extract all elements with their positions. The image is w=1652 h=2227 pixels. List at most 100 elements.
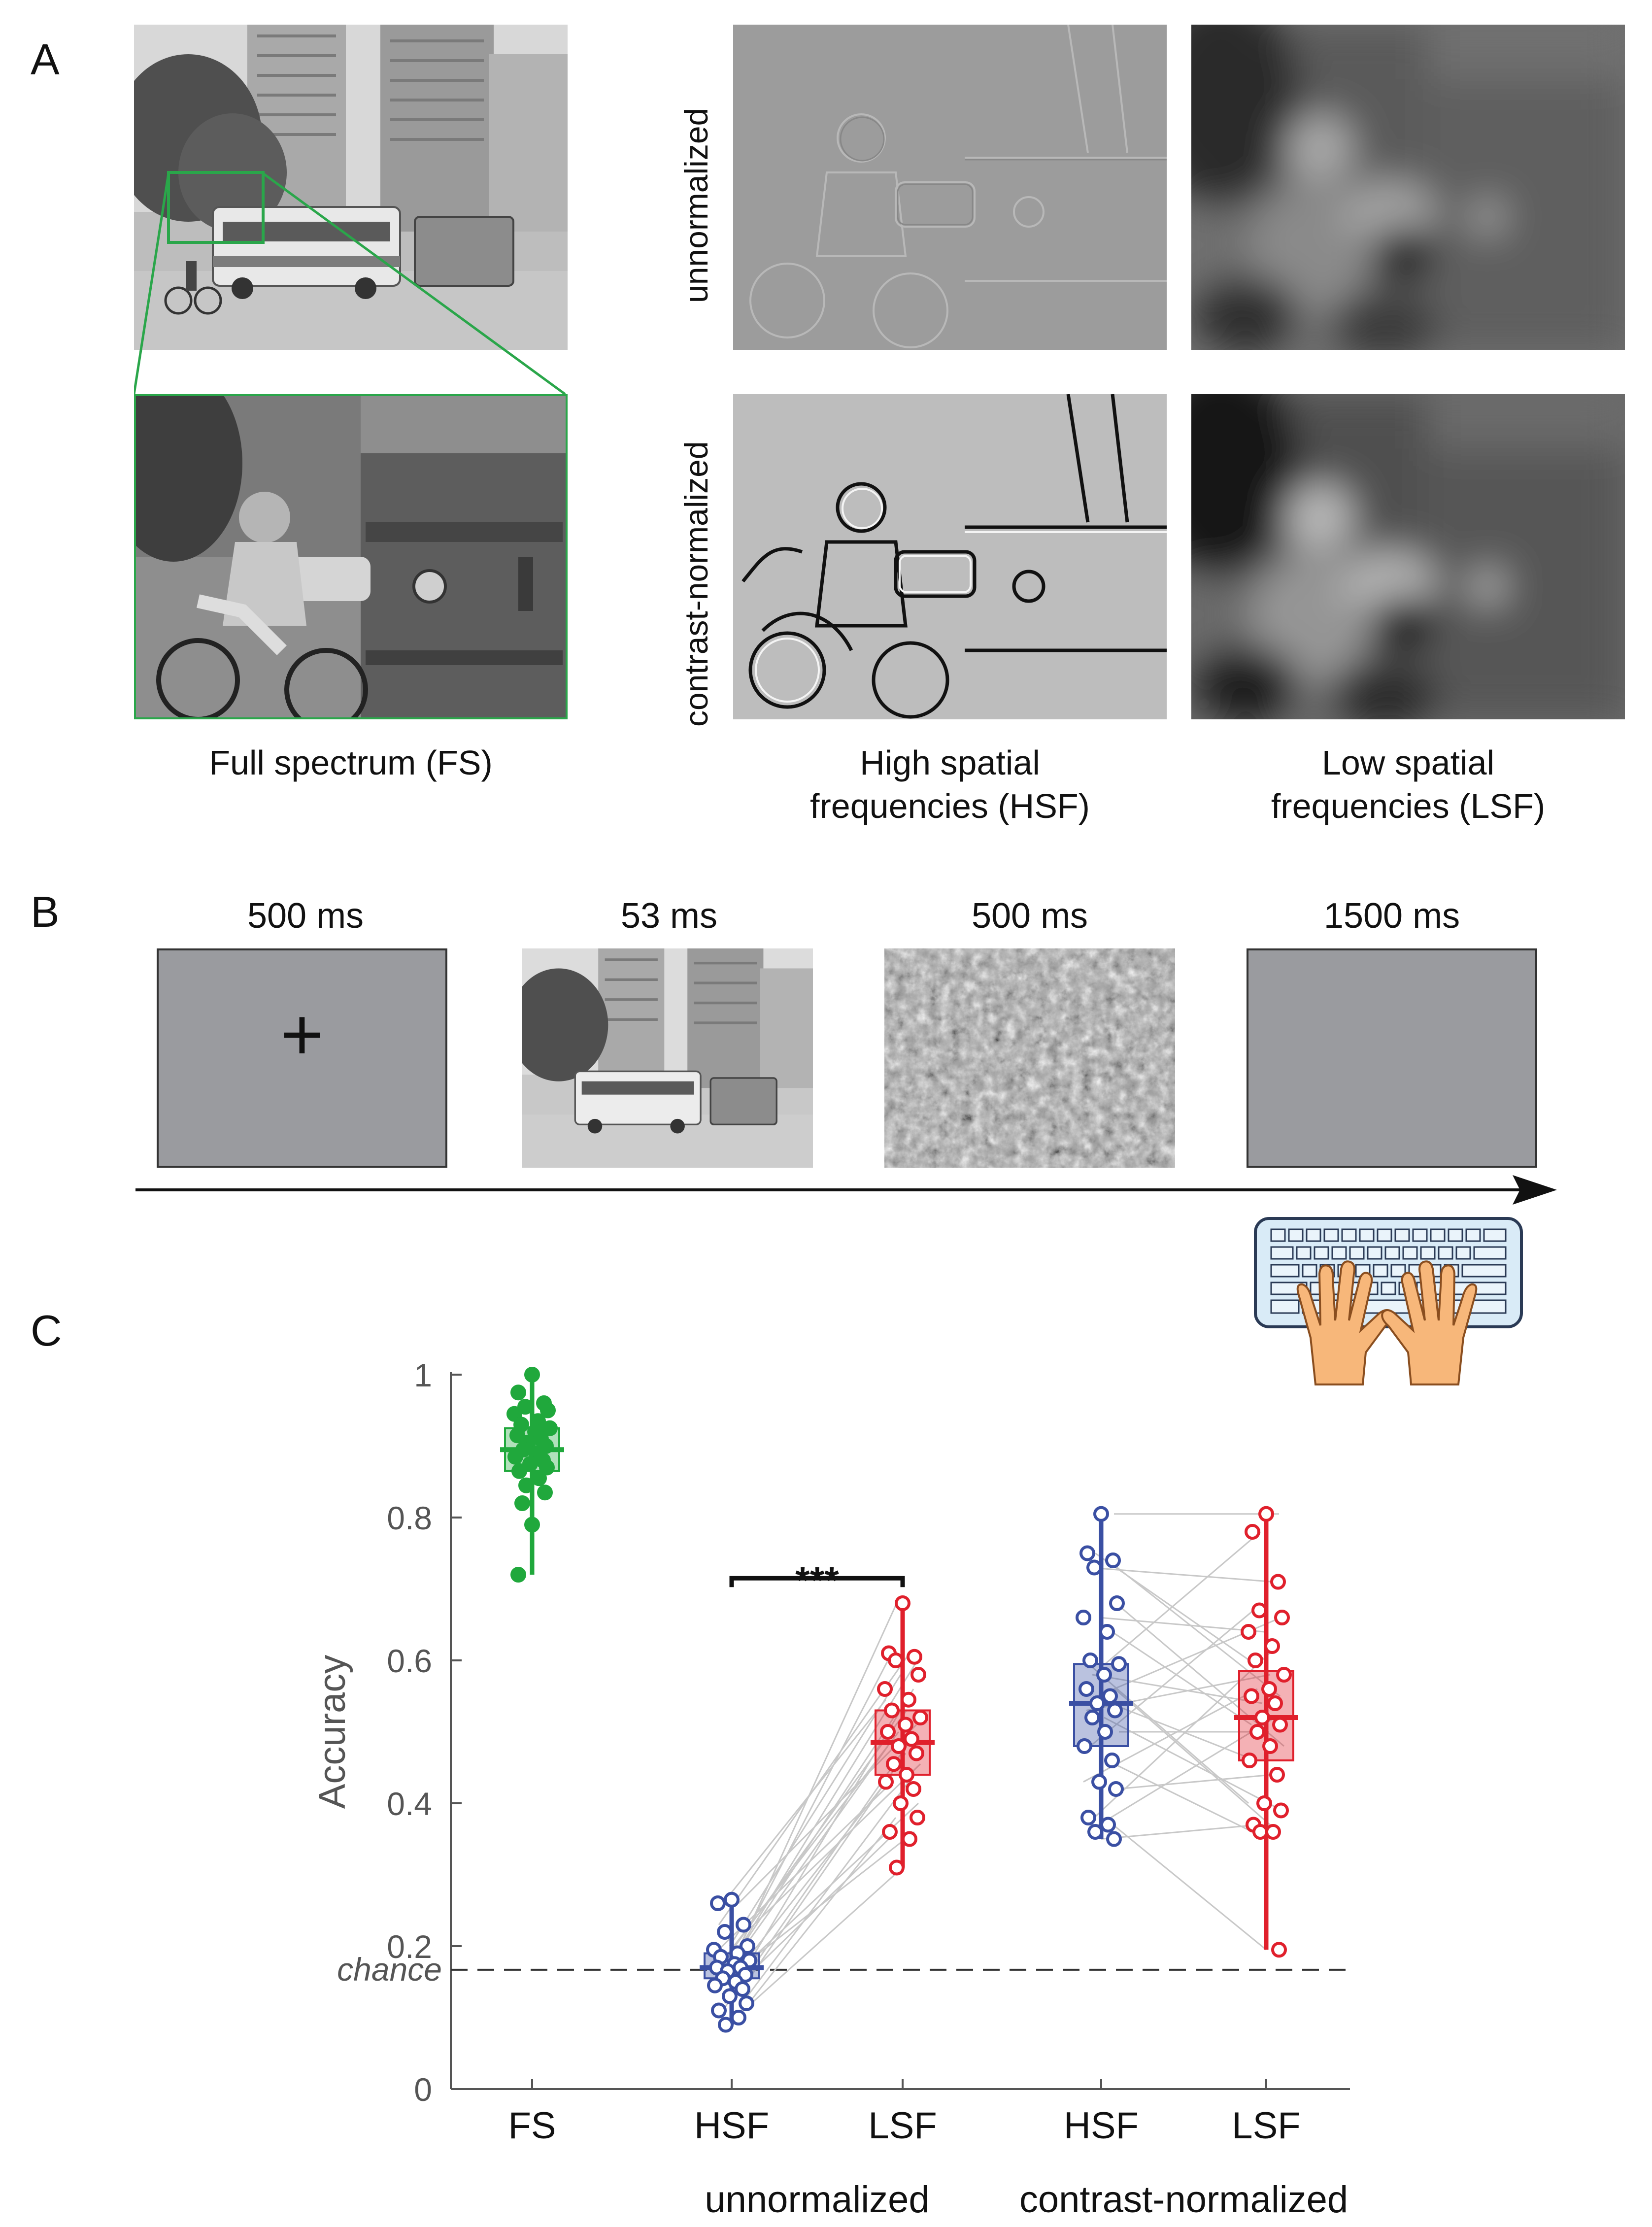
data-point — [877, 1681, 893, 1697]
data-point — [886, 1756, 902, 1772]
data-point — [539, 1459, 555, 1476]
pair-line — [1101, 1824, 1260, 1840]
data-point — [707, 1977, 723, 1993]
duration-response: 1500 ms — [1323, 896, 1460, 936]
data-point — [910, 1667, 926, 1683]
data-point — [510, 1384, 526, 1401]
x-axis-labels: FS HSF LSF HSF LSF unnormalized contrast-norma… — [508, 2105, 1348, 2221]
data-point — [524, 1367, 540, 1383]
data-point — [1276, 1667, 1292, 1683]
group-label-unnormalized: unnormalized — [705, 2179, 929, 2221]
y-tick-label: 1 — [414, 1357, 432, 1393]
caption-lsf-line1: Low spatial — [1321, 743, 1495, 782]
data-point — [1086, 1559, 1102, 1576]
data-point — [889, 1859, 905, 1876]
data-point — [1273, 1802, 1289, 1819]
data-point — [518, 1477, 534, 1493]
pair-line — [1088, 1567, 1274, 1583]
duration-stimulus: 53 ms — [620, 896, 718, 936]
data-point — [736, 1917, 751, 1933]
data-point — [718, 2017, 734, 2033]
data-point — [511, 1463, 527, 1479]
data-point — [1254, 1710, 1270, 1725]
pair-line — [1099, 1617, 1265, 1633]
data-point — [1261, 1681, 1277, 1697]
data-point — [540, 1402, 556, 1418]
data-point — [888, 1653, 904, 1668]
data-point — [517, 1399, 533, 1415]
panel-letter-a: A — [31, 35, 60, 84]
pair-line — [1107, 1759, 1253, 1833]
data-point — [1100, 1817, 1116, 1833]
bracket-line — [729, 1576, 905, 1587]
data-point — [1265, 1824, 1281, 1840]
data-point — [1111, 1656, 1127, 1672]
pair-line — [745, 1763, 921, 1933]
data-point — [1251, 1602, 1267, 1619]
panel-letter-b: B — [31, 887, 60, 936]
data-point — [904, 1731, 919, 1747]
data-point — [1107, 1702, 1123, 1719]
pair-line — [1116, 1774, 1273, 1790]
caption-lsf-line2: frequencies (LSF) — [1271, 786, 1546, 825]
data-point — [910, 1810, 925, 1825]
data-point — [1079, 1545, 1095, 1561]
blank-response-screen — [1247, 948, 1537, 1168]
fs-scene-image — [134, 25, 568, 350]
data-point — [1264, 1638, 1280, 1654]
data-point — [907, 1649, 922, 1665]
duration-fixation: 500 ms — [247, 896, 364, 936]
data-point — [717, 1924, 733, 1940]
box-plots — [500, 1375, 1298, 2025]
pair-lines — [713, 1513, 1284, 2025]
data-point — [1087, 1824, 1103, 1840]
x-category-label: HSF — [1064, 2105, 1139, 2147]
data-point — [1271, 1942, 1287, 1958]
data-point — [1097, 1724, 1113, 1740]
data-point — [902, 1831, 917, 1847]
pair-line — [1105, 1531, 1261, 1665]
data-point — [906, 1781, 921, 1797]
data-point — [912, 1710, 928, 1725]
data-point — [1102, 1688, 1118, 1704]
data-point — [1093, 1506, 1109, 1522]
pair-line — [1108, 1559, 1281, 1697]
hsf-unnormalized-image — [733, 25, 1167, 350]
data-point — [1104, 1753, 1120, 1768]
row-label-contrast-normalized: contrast-normalized — [678, 441, 714, 727]
x-category-label: LSF — [868, 2105, 937, 2147]
data-point — [884, 1702, 900, 1719]
data-point — [1258, 1506, 1274, 1522]
data-point — [909, 1745, 924, 1761]
pair-line — [731, 1817, 897, 2025]
y-tick-label: 0.2 — [387, 1928, 432, 1965]
data-point — [1080, 1810, 1096, 1825]
x-category-label: HSF — [694, 2105, 769, 2147]
data-point — [1109, 1595, 1125, 1611]
pair-line — [725, 1699, 887, 1900]
data-point — [1270, 1574, 1286, 1590]
data-point — [878, 1774, 894, 1790]
y-tick-label: 0.6 — [387, 1643, 432, 1679]
data-point — [895, 1595, 910, 1611]
data-point — [531, 1470, 547, 1486]
data-point — [898, 1717, 913, 1733]
data-point — [893, 1795, 909, 1811]
y-axis: 0 0.2 0.4 0.6 0.8 1 — [387, 1357, 1350, 2108]
data-point — [537, 1485, 553, 1501]
y-tick-label: 0 — [414, 2071, 432, 2108]
significance-bracket: *** — [729, 1559, 905, 1601]
data-point — [1272, 1717, 1288, 1733]
data-point — [1245, 1524, 1260, 1540]
fixation-cross: + — [280, 993, 324, 1076]
data-point — [509, 1427, 525, 1444]
data-point — [510, 1567, 526, 1583]
data-point — [1091, 1774, 1107, 1790]
keyboard-icon — [1254, 1217, 1523, 1385]
panel-letter-c: C — [31, 1306, 62, 1355]
caption-hsf: High spatial frequencies (HSF) — [733, 742, 1167, 828]
data-point — [1267, 1695, 1283, 1711]
accuracy-chart: Accuracy 0 0.2 0.4 0.6 0.8 1 chance *** FS HSF… — [311, 1357, 1350, 2221]
data-point — [1099, 1624, 1115, 1640]
data-point — [722, 1988, 738, 2004]
